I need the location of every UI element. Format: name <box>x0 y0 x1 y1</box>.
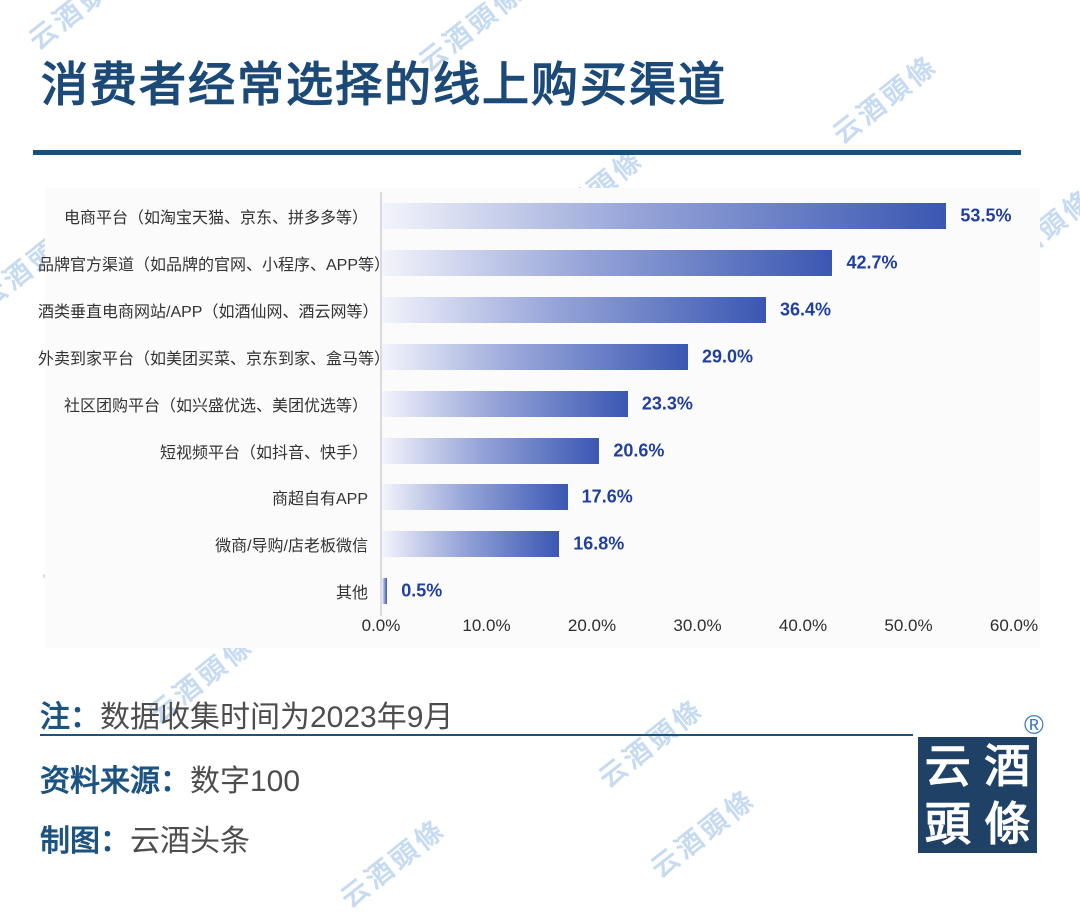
category-label: 微商/导购/店老板微信 <box>215 538 368 556</box>
bar-track <box>382 343 688 370</box>
page-title: 消费者经常选择的线上购买渠道 <box>41 58 727 111</box>
x-tick-label: 20.0% <box>567 616 617 635</box>
value-label: 23.3% <box>641 393 693 414</box>
footer-rule-divider <box>40 734 913 736</box>
value-label: 17.6% <box>581 486 633 507</box>
bar <box>382 531 560 558</box>
watermark-text: 云酒頭條 <box>645 783 762 884</box>
bar <box>382 249 833 276</box>
bar-track <box>382 390 628 417</box>
source-label: 资料来源： <box>40 765 190 798</box>
bar-chart: 电商平台（如淘宝天猫、京东、拼多多等） 53.5% 品牌官方渠道（如品牌的官网、小程… <box>38 188 1040 648</box>
bar-row: 其他 0.5% <box>45 578 1040 605</box>
bar-row: 商超自有APP 17.6% <box>45 484 1040 511</box>
y-axis-line <box>380 192 382 616</box>
bar <box>382 390 628 417</box>
category-label: 酒类垂直电商网站/APP（如酒仙网、酒云网等） <box>38 303 379 321</box>
value-label: 20.6% <box>613 440 665 460</box>
x-tick-label: 30.0% <box>673 616 722 635</box>
bar <box>382 203 947 229</box>
watermark-text: 云酒頭條 <box>593 693 710 794</box>
note-text: 数据收集时间为2023年9月 <box>100 701 454 734</box>
logo-character: 頭 <box>924 797 971 851</box>
bar-track <box>382 203 947 229</box>
credit-text: 云酒头条 <box>130 825 250 858</box>
bar-track <box>382 437 600 464</box>
registered-trademark-icon: ® <box>1024 710 1044 740</box>
logo-character: 酒 <box>984 739 1031 793</box>
source-line: 资料来源：数字100 <box>40 756 300 800</box>
bar-row: 电商平台（如淘宝天猫、京东、拼多多等） 53.5% <box>45 203 1040 229</box>
category-label: 社区团购平台（如兴盛优选、美团优选等） <box>63 397 368 415</box>
note-line: 注：数据收集时间为2023年9月 <box>40 692 453 736</box>
value-label: 36.4% <box>780 299 832 320</box>
bar <box>382 296 767 323</box>
watermark-text: 云酒頭條 <box>827 49 944 150</box>
logo-character: 條 <box>984 797 1031 851</box>
value-label: 0.5% <box>401 580 443 601</box>
bar-track <box>382 484 568 511</box>
credit-line: 制图：云酒头条 <box>40 816 250 860</box>
x-tick-label: 50.0% <box>884 616 933 635</box>
category-label: 短视频平台（如抖音、快手） <box>159 444 368 462</box>
bar <box>382 343 688 370</box>
watermark-text: 云酒頭條 <box>335 813 452 914</box>
x-tick-label: 60.0% <box>989 616 1039 635</box>
bar <box>382 484 568 511</box>
credit-label: 制图： <box>40 825 130 858</box>
bar-track <box>382 531 560 558</box>
title-rule-divider <box>33 150 1021 155</box>
yunjiu-toutiao-logo: 云酒頭條 <box>918 737 1037 853</box>
value-label: 53.5% <box>960 205 1012 226</box>
bar-row: 品牌官方渠道（如品牌的官网、小程序、APP等） 42.7% <box>38 249 1040 276</box>
x-tick-label: 40.0% <box>778 616 828 635</box>
category-label: 品牌官方渠道（如品牌的官网、小程序、APP等） <box>38 256 391 274</box>
bar-row: 外卖到家平台（如美团买菜、京东到家、盒马等） 29.0% <box>38 343 1040 370</box>
bar <box>382 578 388 605</box>
category-label: 商超自有APP <box>271 491 368 509</box>
category-label: 电商平台（如淘宝天猫、京东、拼多多等） <box>63 210 368 227</box>
x-tick-label: 10.0% <box>462 616 511 635</box>
bar-track <box>382 296 767 323</box>
value-label: 16.8% <box>573 533 625 554</box>
bar-row: 短视频平台（如抖音、快手） 20.6% <box>45 437 1040 464</box>
category-label: 其他 <box>335 585 368 603</box>
bar-row: 酒类垂直电商网站/APP（如酒仙网、酒云网等） 36.4% <box>38 296 1040 323</box>
source-text: 数字100 <box>190 765 301 798</box>
bar-row: 微商/导购/店老板微信 16.8% <box>45 531 1040 558</box>
note-label: 注： <box>40 701 100 734</box>
bar-row: 社区团购平台（如兴盛优选、美团优选等） 23.3% <box>45 390 1040 417</box>
logo-character: 云 <box>924 739 971 793</box>
bar-track <box>382 578 388 605</box>
value-label: 29.0% <box>701 346 753 367</box>
category-label: 外卖到家平台（如美团买菜、京东到家、盒马等） <box>38 350 391 368</box>
value-label: 42.7% <box>846 252 898 273</box>
x-tick-label: 0.0% <box>361 616 401 635</box>
bar-track <box>382 249 833 276</box>
bar <box>382 437 600 464</box>
